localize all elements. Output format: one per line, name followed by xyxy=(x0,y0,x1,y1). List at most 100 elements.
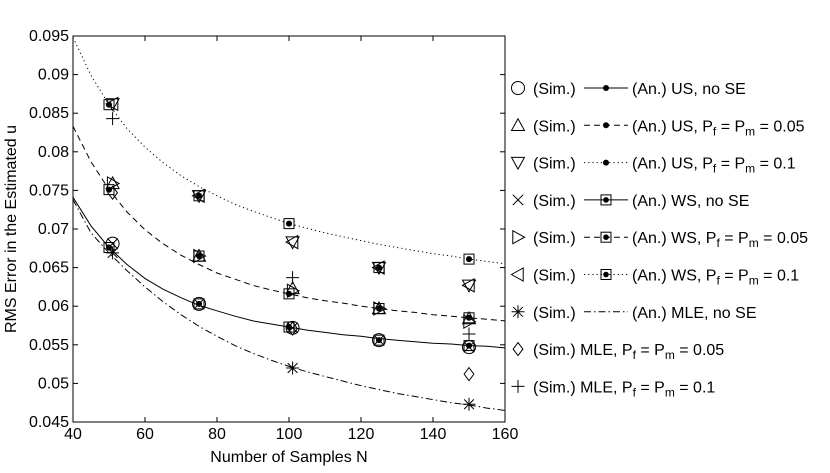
square-marker xyxy=(193,298,205,310)
legend-an-marker xyxy=(603,122,609,129)
legend-sim-label: (Sim.) xyxy=(533,81,576,98)
square-dot xyxy=(196,193,202,199)
legend-label: (An.) US, Pf = Pm = 0.05 xyxy=(632,118,805,138)
plus-marker xyxy=(286,271,300,285)
asterisk-marker xyxy=(106,246,120,260)
x-marker xyxy=(373,334,385,346)
curve-line xyxy=(72,199,506,411)
legend-entry: (Sim.) (An.) US, Pf = Pm = 0.1 xyxy=(510,156,796,176)
legend-label: (An.) MLE, no SE xyxy=(632,305,757,322)
square-marker xyxy=(373,334,385,346)
circle-marker xyxy=(462,340,476,355)
circle-marker xyxy=(192,296,206,311)
y-axis-label: RMS Error in the Estimated u xyxy=(3,125,20,333)
square-dot xyxy=(603,271,609,278)
legend-sim-marker xyxy=(511,81,525,95)
legend-sim-marker xyxy=(510,267,524,282)
axis-ticks: 40 60 80 100 120 140 160 0.045 0.05 0.055 0.06 0.06… xyxy=(29,28,518,443)
square-marker xyxy=(600,269,612,280)
circle-marker xyxy=(372,333,386,348)
y-tick-label: 0.095 xyxy=(29,28,69,45)
x-tick-label: 40 xyxy=(64,426,82,443)
triangle-up-marker xyxy=(461,311,477,325)
triangle-right-marker xyxy=(193,248,207,264)
x-axis-label: Number of Samples N xyxy=(210,449,367,466)
triangle-right-marker xyxy=(373,301,387,316)
square-marker xyxy=(600,194,612,206)
legend-sim-marker xyxy=(510,117,526,131)
y-tick-label: 0.09 xyxy=(38,67,69,84)
x-tick-label: 60 xyxy=(136,426,154,443)
triangle-down-marker xyxy=(105,98,120,112)
legend-an-marker xyxy=(603,85,609,91)
triangle-right-marker xyxy=(463,314,477,329)
y-tick-label: 0.05 xyxy=(38,375,69,392)
y-tick-label: 0.065 xyxy=(29,260,69,277)
legend-entry: (Sim.) (An.) WS, Pf = Pm = 0.1 xyxy=(510,267,799,288)
legend-sim-label: (Sim.) xyxy=(533,118,576,135)
triangle-down-marker xyxy=(285,236,300,250)
triangle-up-marker xyxy=(105,175,120,190)
x-marker xyxy=(193,298,205,310)
legend-entry: (Sim.) MLE, Pf = Pm = 0.05 xyxy=(512,341,724,362)
triangle-left-marker xyxy=(105,96,119,112)
x-marker xyxy=(463,341,475,353)
legend-label: (An.) WS, Pf = Pm = 0.1 xyxy=(632,268,799,288)
triangle-right-marker xyxy=(286,283,301,299)
legend-an-marker xyxy=(600,231,612,243)
legend-label: (An.) WS, Pf = Pm = 0.05 xyxy=(632,230,808,250)
x-tick-label: 140 xyxy=(420,426,447,443)
legend-entry: (Sim.) (An.) US, Pf = Pm = 0.05 xyxy=(510,117,805,138)
x-tick-label: 100 xyxy=(276,426,303,443)
triangle-up-marker xyxy=(371,300,387,315)
legend-entry: (Sim.) MLE, Pf = Pm = 0.1 xyxy=(511,379,715,399)
x-marker xyxy=(107,238,119,250)
legend-sim-marker xyxy=(511,379,525,393)
x-tick-label: 160 xyxy=(492,426,519,443)
legend-sim-marker xyxy=(511,305,525,319)
plus-marker xyxy=(462,327,476,341)
triangle-left-marker xyxy=(191,188,205,204)
square-dot xyxy=(603,234,609,240)
diamond-marker xyxy=(463,366,475,382)
legend-entry: (Sim.) (An.) MLE, no SE xyxy=(511,305,757,322)
legend-sim-marker xyxy=(510,156,526,171)
triangle-left-marker xyxy=(461,278,475,293)
legend-an-marker xyxy=(603,159,609,166)
y-tick-label: 0.07 xyxy=(38,221,69,238)
x-tick-label: 120 xyxy=(348,426,375,443)
y-tick-label: 0.055 xyxy=(29,337,69,354)
y-tick-label: 0.075 xyxy=(29,182,69,199)
square-marker xyxy=(103,99,115,111)
legend-entry: (Sim.) (An.) WS, Pf = Pm = 0.05 xyxy=(512,229,808,250)
asterisk-marker xyxy=(462,397,476,411)
square-marker xyxy=(463,253,475,265)
triangle-down-marker xyxy=(191,190,207,204)
legend-sim-label: (Sim.) xyxy=(533,230,576,247)
legend-sim-marker xyxy=(512,341,524,357)
legend-sim-label: (Sim.) xyxy=(533,156,576,173)
legend: (Sim.) (An.) US, no SE (Sim.) (An.) US, Pf … xyxy=(510,81,808,399)
square-marker xyxy=(463,253,475,265)
triangle-down-marker xyxy=(461,279,477,293)
triangle-down-marker xyxy=(371,261,387,276)
square-dot xyxy=(376,305,382,312)
legend-an-marker xyxy=(600,194,612,206)
y-tick-label: 0.08 xyxy=(38,144,69,161)
asterisk-marker xyxy=(286,361,300,375)
square-marker xyxy=(283,218,295,230)
plus-marker xyxy=(106,112,120,126)
legend-label: (An.) US, no SE xyxy=(632,81,746,98)
legend-label: (Sim.) MLE, Pf = Pm = 0.1 xyxy=(533,379,715,399)
y-tick-label: 0.085 xyxy=(29,105,69,122)
curve-line xyxy=(72,126,506,322)
y-tick-label: 0.06 xyxy=(38,298,69,315)
square-dot xyxy=(286,220,292,227)
x-tick-label: 80 xyxy=(208,426,226,443)
triangle-up-marker xyxy=(191,248,207,262)
square-dot xyxy=(603,197,609,203)
square-marker xyxy=(283,218,295,230)
square-dot xyxy=(376,264,382,271)
square-dot xyxy=(466,342,472,349)
